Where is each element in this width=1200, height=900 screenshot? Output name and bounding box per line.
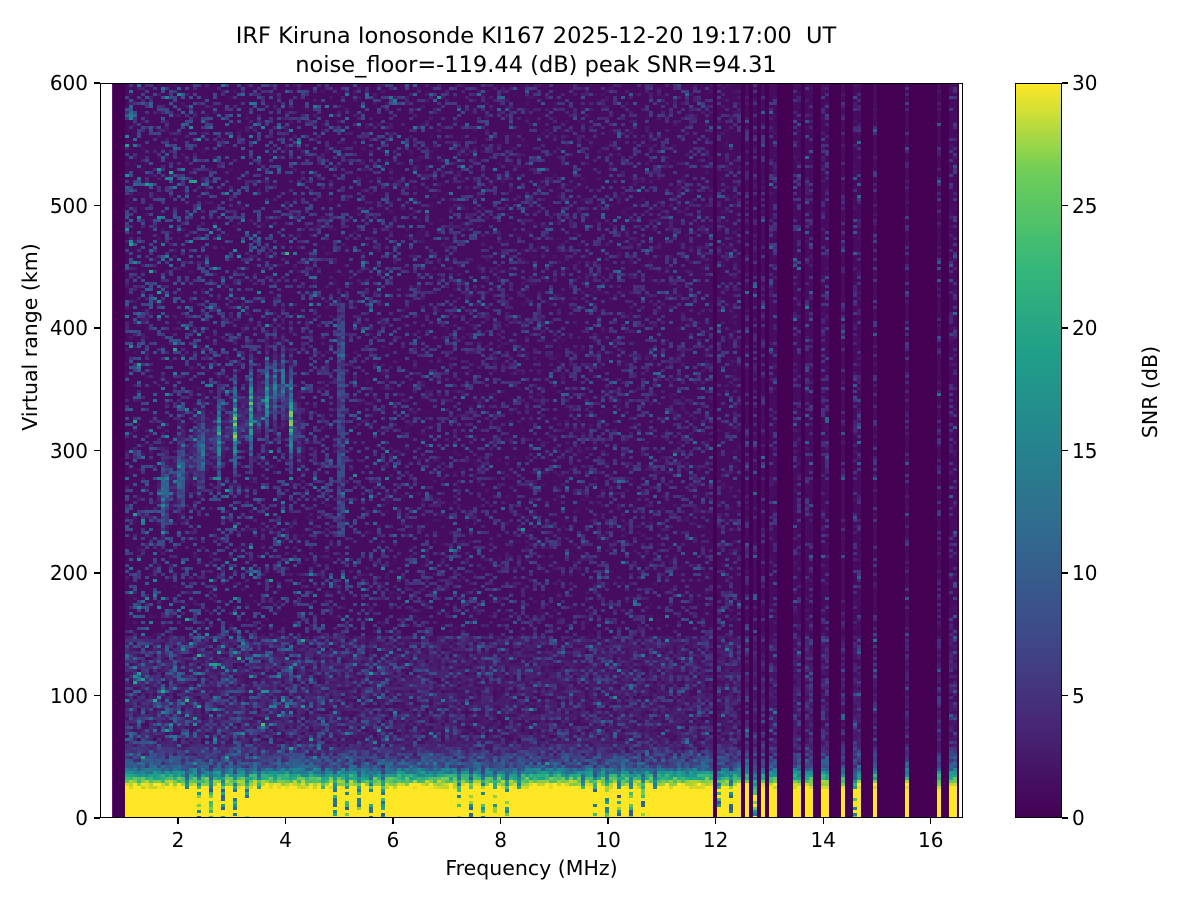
x-tick-2 <box>177 818 179 824</box>
y-tick-label-500: 500 <box>49 193 88 218</box>
ionogram-heatmap[interactable] <box>101 84 962 817</box>
colorbar-tick-label-5: 5 <box>1072 683 1085 708</box>
x-tick-12 <box>715 818 717 824</box>
colorbar-tick-25 <box>1062 204 1068 207</box>
colorbar-tick-label-10: 10 <box>1072 561 1098 585</box>
x-tick-14 <box>822 818 824 824</box>
y-tick-label-200: 200 <box>49 561 88 585</box>
x-tick-4 <box>284 818 287 824</box>
ionogram-plot-area[interactable] <box>100 83 963 818</box>
y-tick-600 <box>94 82 100 84</box>
x-tick-label-6: 6 <box>386 828 400 852</box>
y-tick-label-100: 100 <box>49 683 88 708</box>
colorbar-tick-label-15: 15 <box>1072 438 1098 463</box>
x-tick-label-16: 16 <box>918 828 944 852</box>
colorbar-tick-label-25: 25 <box>1072 193 1098 218</box>
colorbar-tick-label-0: 0 <box>1072 806 1085 830</box>
x-tick-label-12: 12 <box>702 828 729 852</box>
x-tick-label-2: 2 <box>171 828 185 852</box>
y-tick-label-400: 400 <box>49 316 88 340</box>
colorbar-tick-20 <box>1062 327 1068 329</box>
x-tick-16 <box>930 818 932 824</box>
figure-title: IRF Kiruna Ionosonde KI167 2025-12-20 19… <box>0 22 1072 81</box>
x-tick-label-4: 4 <box>279 828 292 852</box>
colorbar[interactable] <box>1015 83 1062 818</box>
colorbar-tick-0 <box>1062 817 1068 819</box>
colorbar-tick-10 <box>1062 572 1068 574</box>
y-tick-300 <box>94 449 100 452</box>
y-tick-400 <box>94 327 100 329</box>
y-tick-label-600: 600 <box>49 71 88 95</box>
y-tick-label-300: 300 <box>49 438 88 463</box>
x-tick-label-10: 10 <box>595 828 621 852</box>
colorbar-tick-15 <box>1062 449 1068 452</box>
colorbar-tick-30 <box>1062 82 1068 84</box>
x-axis-label: Frequency (MHz) <box>445 856 618 880</box>
y-tick-0 <box>94 817 100 819</box>
colorbar-tick-label-30: 30 <box>1072 71 1098 95</box>
x-tick-6 <box>392 818 394 824</box>
y-tick-label-0: 0 <box>75 806 88 830</box>
colorbar-gradient <box>1016 84 1061 817</box>
x-tick-label-8: 8 <box>494 828 507 852</box>
y-tick-100 <box>94 694 100 697</box>
x-tick-8 <box>499 818 502 824</box>
y-tick-500 <box>94 204 100 207</box>
x-tick-label-14: 14 <box>810 828 836 852</box>
y-axis-label: Virtual range (km) <box>18 243 42 431</box>
colorbar-tick-5 <box>1062 694 1068 697</box>
colorbar-tick-label-20: 20 <box>1072 316 1098 340</box>
title-line-1: IRF Kiruna Ionosonde KI167 2025-12-20 19… <box>235 23 837 49</box>
x-tick-10 <box>607 818 609 824</box>
colorbar-label: SNR (dB) <box>1138 345 1162 439</box>
title-line-2: noise_floor=-119.44 (dB) peak SNR=94.31 <box>295 52 777 79</box>
y-tick-200 <box>94 572 100 574</box>
